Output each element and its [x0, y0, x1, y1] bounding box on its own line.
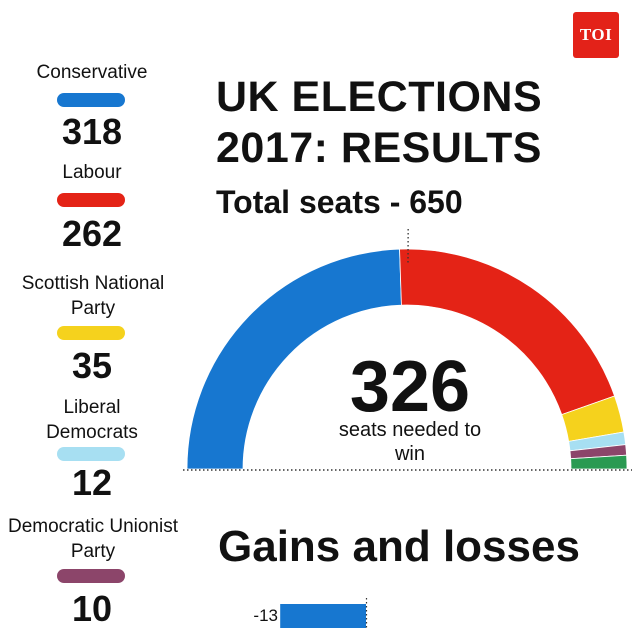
legend-swatch-snp: [57, 326, 125, 340]
slice-others: [570, 454, 628, 470]
majority-number: 326: [349, 347, 471, 427]
legend-swatch-libdem: [57, 447, 125, 461]
legend-name-snp: Scottish National Party: [21, 273, 165, 319]
gain-value-label: -13: [253, 606, 278, 625]
gains-losses-title: Gains and losses: [218, 522, 580, 571]
legend-swatch-conservative: [57, 93, 125, 107]
legend-seats-snp: 35: [71, 345, 113, 386]
gain-bar-conservative: [280, 604, 366, 628]
legend-swatch-labour: [57, 193, 125, 207]
legend-name-labour: Labour: [62, 162, 122, 183]
legend-seats-conservative: 318: [61, 111, 123, 152]
legend-name-dup: Democratic Unionist Party: [8, 516, 178, 562]
legend-seats-libdem: 12: [71, 462, 113, 503]
legend-name-conservative: Conservative: [36, 62, 148, 83]
majority-caption: seats needed to win: [338, 419, 482, 465]
party-legend: Conservative 318 Labour 262 Scottish Nat…: [0, 0, 190, 630]
chart-subtitle: Total seats - 650: [216, 184, 463, 220]
legend-swatch-dup: [57, 569, 125, 583]
legend-name-libdem: Liberal Democrats: [46, 397, 138, 443]
legend-seats-labour: 262: [61, 213, 123, 254]
toi-logo: TOI: [573, 12, 619, 58]
page-title: UK ELECTIONS 2017: RESULTS: [216, 73, 543, 172]
legend-seats-dup: 10: [71, 588, 113, 629]
